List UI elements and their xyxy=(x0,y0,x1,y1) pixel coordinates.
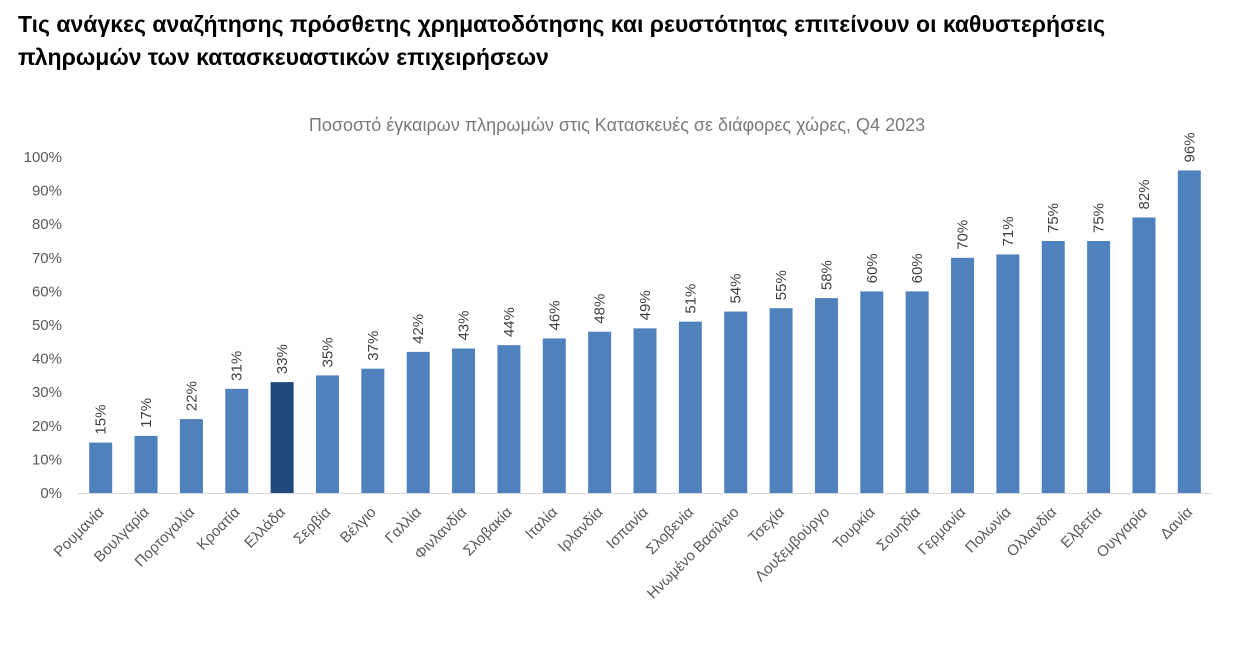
data-label: 17% xyxy=(138,398,155,428)
data-label: 60% xyxy=(909,253,926,283)
y-tick-label: 100% xyxy=(24,149,62,166)
bar xyxy=(497,345,521,493)
x-tick-label: Τσεχία xyxy=(745,504,788,547)
data-label: 44% xyxy=(501,307,518,337)
y-tick-label: 0% xyxy=(40,485,62,502)
x-tick-label: Γερμανία xyxy=(915,504,970,559)
data-label: 71% xyxy=(1000,216,1017,246)
y-tick-label: 30% xyxy=(32,384,62,401)
bar xyxy=(905,291,929,493)
data-label: 54% xyxy=(728,274,745,304)
bar xyxy=(633,328,657,493)
x-axis: ΡουμανίαΒουλγαρίαΠορτογαλίαΚροατίαΕλλάδα… xyxy=(51,504,1197,603)
x-tick-label: Ελλάδα xyxy=(241,504,289,552)
x-tick-label: Σλοβακία xyxy=(460,504,516,560)
bar xyxy=(724,311,748,493)
y-tick-label: 60% xyxy=(32,283,62,300)
x-tick-label: Ολλανδία xyxy=(1004,504,1061,561)
x-tick-label: Ιταλία xyxy=(522,504,561,543)
bar xyxy=(951,257,975,493)
data-label: 31% xyxy=(229,351,246,381)
x-tick-label: Κροατία xyxy=(194,504,244,554)
data-label: 70% xyxy=(955,220,972,250)
bar xyxy=(315,375,339,493)
data-label: 15% xyxy=(93,405,110,435)
data-label: 22% xyxy=(183,381,200,411)
bar xyxy=(225,388,249,493)
bar xyxy=(542,338,566,493)
bars-group xyxy=(89,170,1201,494)
data-label: 43% xyxy=(456,310,473,340)
x-tick-label: Ιρλανδία xyxy=(555,504,607,556)
data-label: 75% xyxy=(1045,203,1062,233)
y-tick-label: 20% xyxy=(32,418,62,435)
bar xyxy=(996,254,1020,493)
data-label: 96% xyxy=(1181,132,1198,162)
y-tick-label: 50% xyxy=(32,317,62,334)
x-tick-label: Δανία xyxy=(1157,504,1196,543)
data-label: 82% xyxy=(1136,179,1153,209)
chart-title: Ποσοστό έγκαιρων πληρωμών στις Κατασκευέ… xyxy=(309,115,925,135)
bar xyxy=(270,382,294,493)
page-headline: Τις ανάγκες αναζήτησης πρόσθετης χρηματο… xyxy=(18,11,1106,70)
data-label: 75% xyxy=(1091,203,1108,233)
bar xyxy=(1132,217,1156,494)
bar xyxy=(860,291,884,493)
bar xyxy=(89,442,113,493)
x-tick-label: Βέλγιο xyxy=(337,504,380,547)
data-label: 33% xyxy=(274,344,291,374)
bar xyxy=(1087,241,1111,493)
bar xyxy=(769,308,793,493)
y-tick-label: 10% xyxy=(32,451,62,468)
data-label: 46% xyxy=(546,300,563,330)
x-tick-label: Σερβία xyxy=(290,504,334,548)
data-label: 55% xyxy=(773,270,790,300)
data-label: 35% xyxy=(319,337,336,367)
y-tick-label: 80% xyxy=(32,216,62,233)
bar xyxy=(814,298,838,493)
bar xyxy=(1177,170,1201,493)
data-label: 60% xyxy=(864,253,881,283)
y-tick-label: 70% xyxy=(32,250,62,267)
bar xyxy=(179,419,203,493)
bar xyxy=(588,331,612,493)
bar xyxy=(406,351,430,493)
data-labels-group: 15% 17% 22% 31% 33% 35% 37% 42% 43% 44% 46% 48% 49% 5… xyxy=(93,132,1199,434)
bar xyxy=(361,368,385,493)
data-label: 49% xyxy=(637,290,654,320)
x-tick-label: Τουρκία xyxy=(830,504,879,553)
x-tick-label: Ουγγαρία xyxy=(1093,504,1151,562)
x-tick-label: Γαλλία xyxy=(382,504,425,547)
bar xyxy=(452,348,476,493)
data-label: 48% xyxy=(592,294,609,324)
data-label: 42% xyxy=(410,314,427,344)
y-tick-label: 40% xyxy=(32,351,62,368)
bar xyxy=(134,435,158,493)
data-label: 58% xyxy=(818,260,835,290)
bar xyxy=(678,321,702,493)
y-axis: 0% 10% 20% 30% 40% 50% 60% 70% 80% 90% 100% xyxy=(24,149,62,502)
data-label: 37% xyxy=(365,331,382,361)
data-label: 51% xyxy=(682,284,699,314)
y-tick-label: 90% xyxy=(32,183,62,200)
bar xyxy=(1041,241,1065,493)
